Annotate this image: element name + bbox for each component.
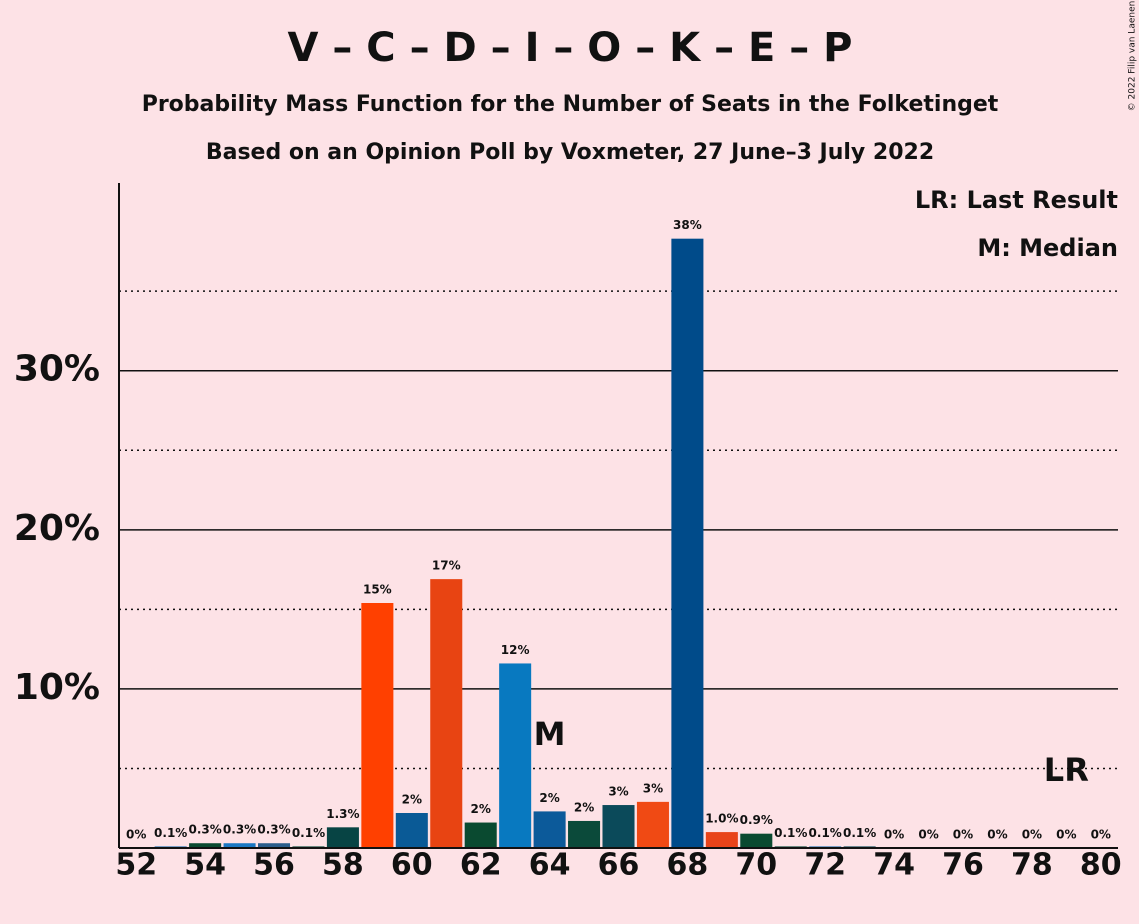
value-label: 1.3% (326, 807, 359, 821)
value-label: 2% (539, 791, 559, 805)
value-label: 0% (1091, 828, 1111, 842)
value-label: 0.3% (188, 823, 221, 837)
y-tick-label: 20% (14, 508, 100, 549)
value-label: 0% (987, 828, 1007, 842)
bar (636, 801, 669, 848)
x-tick-label: 74 (873, 848, 915, 883)
x-tick-label: 66 (598, 848, 640, 883)
value-label: 0% (1022, 828, 1042, 842)
bar (257, 843, 291, 848)
value-label: 0% (126, 828, 146, 842)
median-marker: M (534, 715, 566, 753)
bar (361, 603, 394, 848)
value-label: 0.1% (809, 826, 842, 840)
x-tick-label: 62 (460, 848, 502, 883)
y-tick-label: 30% (14, 349, 100, 390)
value-label: 2% (574, 800, 594, 814)
bar (705, 832, 738, 848)
value-label: 0.1% (774, 826, 807, 840)
value-label: 0.3% (257, 823, 290, 837)
x-tick-label: 54 (184, 848, 226, 883)
value-label: 0% (1056, 828, 1076, 842)
value-label: 0.1% (843, 826, 876, 840)
value-label: 0% (918, 828, 938, 842)
value-label: 0% (953, 828, 973, 842)
x-tick-label: 58 (322, 848, 364, 883)
x-tick-label: 80 (1080, 848, 1122, 883)
bar (602, 805, 635, 848)
value-label: 15% (363, 583, 392, 597)
x-tick-label: 78 (1011, 848, 1053, 883)
bar (533, 811, 566, 848)
legend-entry: M: Median (977, 234, 1118, 262)
x-tick-label: 70 (735, 848, 777, 883)
value-label: 1.0% (705, 812, 738, 826)
chart-subtitle: Probability Mass Function for the Number… (142, 92, 999, 117)
bar (395, 813, 428, 848)
x-tick-label: 56 (253, 848, 295, 883)
value-label: 0.3% (223, 823, 256, 837)
bar (223, 843, 256, 848)
bar (189, 843, 222, 848)
bar (430, 579, 463, 848)
chart-subtitle: Based on an Opinion Poll by Voxmeter, 27… (206, 140, 934, 165)
value-label: 0.1% (154, 826, 187, 840)
x-tick-label: 60 (391, 848, 433, 883)
value-label: 0.1% (292, 826, 325, 840)
y-tick-label: 10% (14, 667, 100, 708)
value-label: 2% (471, 802, 491, 816)
value-label: 17% (432, 559, 461, 573)
bar (740, 833, 773, 848)
value-label: 0.9% (740, 813, 773, 827)
bar (671, 238, 704, 848)
bar (568, 820, 601, 848)
value-label: 2% (402, 793, 422, 807)
value-label: 3% (643, 781, 663, 795)
bar (499, 663, 532, 848)
bar (326, 827, 359, 848)
x-tick-label: 68 (667, 848, 709, 883)
copyright: © 2022 Filip van Laenen (1128, 1, 1138, 112)
value-label: 0% (884, 828, 904, 842)
chart-title: V – C – D – I – O – K – E – P (288, 25, 853, 71)
value-label: 12% (501, 643, 530, 657)
last-result-marker: LR (1044, 751, 1089, 789)
x-tick-label: 52 (115, 848, 157, 883)
bar (464, 822, 497, 848)
x-tick-label: 76 (942, 848, 984, 883)
x-tick-label: 72 (804, 848, 846, 883)
legend-entry: LR: Last Result (915, 186, 1118, 214)
value-label: 3% (608, 785, 628, 799)
value-label: 38% (673, 218, 702, 232)
x-tick-label: 64 (529, 848, 571, 883)
